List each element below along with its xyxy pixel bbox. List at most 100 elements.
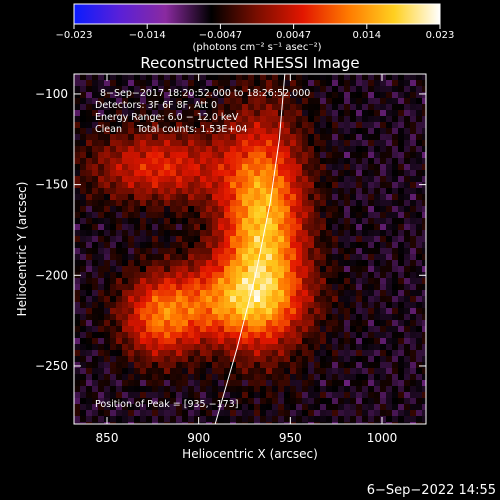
heatmap-cell	[266, 392, 273, 399]
heatmap-cell	[116, 158, 123, 165]
heatmap-cell	[200, 230, 207, 237]
heatmap-cell	[290, 302, 297, 309]
heatmap-cell	[350, 392, 357, 399]
heatmap-cell	[152, 104, 159, 111]
heatmap-cell	[362, 140, 369, 147]
heatmap-cell	[290, 230, 297, 237]
heatmap-cell	[320, 140, 327, 147]
heatmap-cell	[164, 230, 171, 237]
heatmap-cell	[86, 254, 93, 261]
heatmap-cell	[314, 98, 321, 105]
heatmap-cell	[158, 308, 165, 315]
heatmap-cell	[242, 104, 249, 111]
heatmap-cell	[398, 146, 405, 153]
heatmap-cell	[308, 248, 315, 255]
heatmap-cell	[158, 104, 165, 111]
heatmap-cell	[206, 422, 213, 424]
heatmap-cell	[152, 200, 159, 207]
heatmap-cell	[350, 98, 357, 105]
heatmap-cell	[164, 140, 171, 147]
heatmap-cell	[176, 404, 183, 411]
heatmap-cell	[404, 308, 411, 315]
heatmap-cell	[272, 314, 279, 321]
heatmap-cell	[158, 350, 165, 357]
heatmap-cell	[254, 410, 261, 417]
heatmap-cell	[92, 224, 99, 231]
heatmap-cell	[398, 86, 405, 93]
heatmap-cell	[146, 116, 153, 123]
heatmap-cell	[116, 152, 123, 159]
heatmap-cell	[248, 188, 255, 195]
heatmap-cell	[422, 404, 426, 411]
heatmap-cell	[308, 368, 315, 375]
heatmap-cell	[134, 254, 141, 261]
heatmap-cell	[74, 134, 81, 141]
heatmap-cell	[344, 224, 351, 231]
heatmap-cell	[272, 278, 279, 285]
heatmap-cell	[110, 410, 117, 417]
heatmap-cell	[128, 224, 135, 231]
heatmap-cell	[416, 80, 423, 87]
heatmap-cell	[194, 188, 201, 195]
y-tick-label: −150	[35, 178, 68, 192]
heatmap-cell	[170, 410, 177, 417]
heatmap-cell	[320, 134, 327, 141]
heatmap-cell	[326, 314, 333, 321]
heatmap-cell	[218, 224, 225, 231]
heatmap-cell	[248, 212, 255, 219]
heatmap-cell	[200, 272, 207, 279]
heatmap-cell	[164, 338, 171, 345]
heatmap-cell	[392, 170, 399, 177]
heatmap-cell	[152, 218, 159, 225]
heatmap-cell	[326, 164, 333, 171]
heatmap-cell	[350, 398, 357, 405]
heatmap-cell	[290, 260, 297, 267]
heatmap-cell	[164, 80, 171, 87]
heatmap-cell	[134, 308, 141, 315]
heatmap-cell	[368, 326, 375, 333]
heatmap-cell	[272, 128, 279, 135]
heatmap-cell	[182, 260, 189, 267]
heatmap-cell	[188, 380, 195, 387]
heatmap-cell	[74, 140, 81, 147]
x-tick-label: 1000	[367, 431, 398, 445]
heatmap-cell	[284, 134, 291, 141]
heatmap-cell	[128, 206, 135, 213]
heatmap-cell	[134, 110, 141, 117]
heatmap-cell	[350, 152, 357, 159]
heatmap-cell	[92, 308, 99, 315]
heatmap-cell	[284, 206, 291, 213]
heatmap-cell	[404, 260, 411, 267]
heatmap-cell	[188, 224, 195, 231]
heatmap-cell	[338, 392, 345, 399]
heatmap-cell	[188, 110, 195, 117]
heatmap-cell	[356, 122, 363, 129]
heatmap-cell	[386, 326, 393, 333]
heatmap-cell	[278, 206, 285, 213]
heatmap-cell	[200, 386, 207, 393]
heatmap-cell	[230, 116, 237, 123]
heatmap-cell	[128, 290, 135, 297]
heatmap-cell	[350, 284, 357, 291]
heatmap-cell	[350, 422, 357, 424]
heatmap-cell	[368, 134, 375, 141]
heatmap-cell	[356, 170, 363, 177]
heatmap-cell	[170, 356, 177, 363]
heatmap-cell	[170, 122, 177, 129]
heatmap-cell	[338, 260, 345, 267]
heatmap-cell	[290, 182, 297, 189]
heatmap-cell	[350, 80, 357, 87]
heatmap-cell	[92, 338, 99, 345]
heatmap-cell	[194, 236, 201, 243]
heatmap-cell	[392, 224, 399, 231]
heatmap-cell	[170, 176, 177, 183]
heatmap-cell	[80, 278, 87, 285]
heatmap-cell	[206, 308, 213, 315]
heatmap-cell	[122, 134, 129, 141]
heatmap-cell	[140, 296, 147, 303]
heatmap-cell	[290, 212, 297, 219]
heatmap-cell	[320, 212, 327, 219]
heatmap-cell	[158, 254, 165, 261]
heatmap-cell	[74, 254, 81, 261]
heatmap-cell	[332, 254, 339, 261]
